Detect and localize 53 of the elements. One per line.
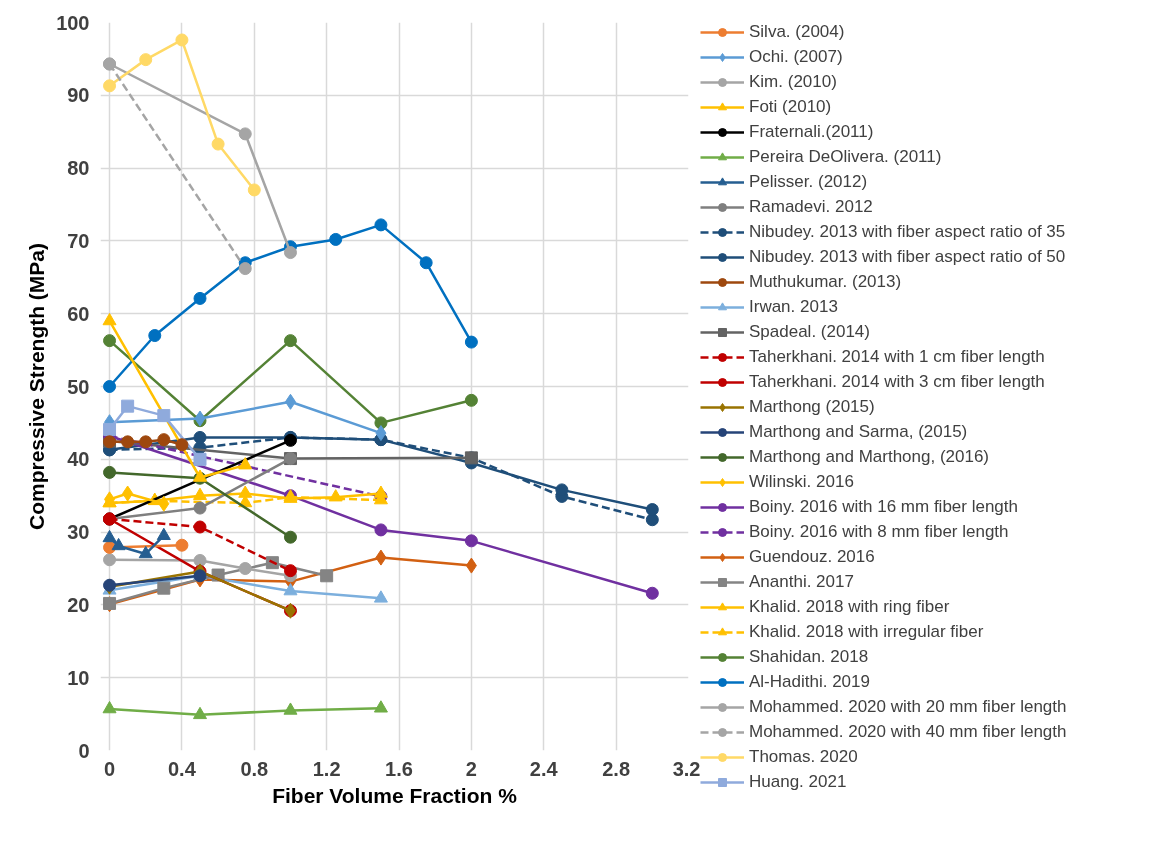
y-tick-label: 90 [67,84,90,107]
legend-label: Boiny. 2016 with 16 mm fiber length [749,497,1018,517]
legend-label: Mohammed. 2020 with 40 mm fiber length [749,722,1067,742]
legend-label: Boiny. 2016 with 8 mm fiber length [749,522,1009,542]
legend-label: Kim. (2010) [749,72,837,92]
y-tick-label: 70 [67,229,90,252]
legend-label: Marthong and Sarma, (2015) [749,422,968,442]
y-tick-label: 60 [67,302,90,325]
x-tick-label: 1.2 [312,757,341,780]
legend-label: Taherkhani. 2014 with 1 cm fiber length [749,347,1045,367]
x-tick-label: 3.2 [672,757,701,780]
legend-label: Taherkhani. 2014 with 3 cm fiber length [749,372,1045,392]
legend-label: Ramadevi. 2012 [749,197,873,217]
x-tick-label: 0 [103,757,116,780]
legend-label: Mohammed. 2020 with 20 mm fiber length [749,697,1067,717]
y-axis-title: Compressive Strength (MPa) [25,242,49,531]
x-tick-label: 1.6 [385,757,413,780]
legend-label: Thomas. 2020 [749,747,858,767]
legend-label: Pereira DeOlivera. (2011) [749,147,942,167]
y-tick-label: 50 [67,375,90,398]
x-tick-label: 2.8 [602,757,631,780]
y-tick-label: 40 [67,448,90,471]
y-tick-label: 20 [67,593,90,616]
legend-label: Silva. (2004) [749,22,845,42]
legend-label: Guendouz. 2016 [749,547,875,567]
legend-label: Nibudey. 2013 with fiber aspect ratio of 50 [749,247,1066,267]
legend-label: Shahidan. 2018 [749,647,869,667]
legend-label: Nibudey. 2013 with fiber aspect ratio of 35 [749,222,1066,242]
y-tick-label: 100 [56,11,90,34]
legend-label: Huang. 2021 [749,772,847,792]
legend-label: Ananthi. 2017 [749,572,854,592]
legend-label: Wilinski. 2016 [749,472,854,492]
x-axis-title: Fiber Volume Fraction % [272,783,518,807]
legend-label: Fraternali.(2011) [749,122,874,142]
x-tick-label: 0.8 [240,757,269,780]
legend-label: Irwan. 2013 [749,297,838,317]
legend-label: Ochi. (2007) [749,47,843,67]
legend-label: Marthong and Marthong, (2016) [749,447,990,467]
legend-label: Foti (2010) [749,97,832,117]
y-tick-label: 10 [67,666,90,689]
y-tick-label: 0 [78,739,90,762]
legend-label: Muthukumar. (2013) [749,272,902,292]
x-tick-label: 0.4 [168,757,197,780]
legend-label: Al-Hadithi. 2019 [749,672,870,692]
legend-label: Pelisser. (2012) [749,172,868,192]
y-tick-label: 80 [67,157,90,180]
x-tick-label: 2.4 [529,757,559,780]
legend-label: Marthong (2015) [749,397,875,417]
legend-label: Spadeal. (2014) [749,322,870,342]
legend-label: Khalid. 2018 with irregular fiber [749,622,984,642]
legend-label: Khalid. 2018 with ring fiber [749,597,950,617]
x-tick-label: 2 [465,757,477,780]
y-tick-label: 30 [67,521,90,544]
